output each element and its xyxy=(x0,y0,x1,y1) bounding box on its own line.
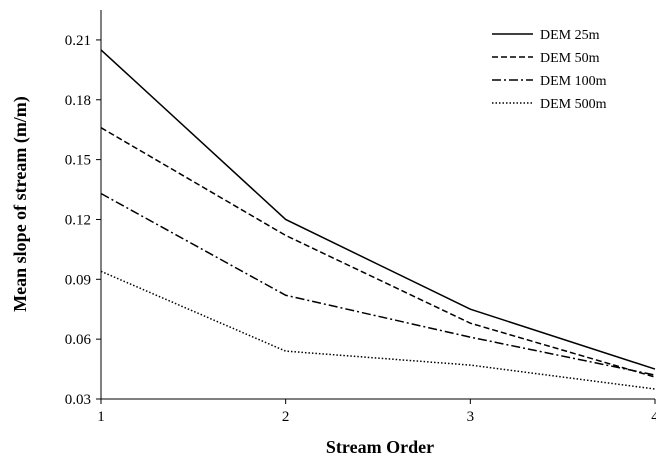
legend: DEM 25m DEM 50m DEM 100m DEM 500m xyxy=(492,28,607,112)
y-axis-title: Mean slope of stream (m/m) xyxy=(10,96,31,312)
x-tick-label: 2 xyxy=(282,409,290,425)
y-tick-label: 0.15 xyxy=(65,153,91,169)
y-tick-label: 0.18 xyxy=(65,93,91,109)
series-line-2 xyxy=(100,127,656,378)
x-axis-title: Stream Order xyxy=(326,437,434,457)
legend-label-3: DEM 100m xyxy=(540,74,607,89)
series-line-3 xyxy=(100,192,656,376)
legend-label-4: DEM 500m xyxy=(540,97,607,112)
series-layer xyxy=(100,49,656,390)
y-tick-label: 0.06 xyxy=(65,332,92,348)
series-line-1 xyxy=(100,49,656,370)
legend-label-2: DEM 50m xyxy=(540,51,600,66)
y-tick-label: 0.12 xyxy=(65,212,91,228)
x-tick-label: 4 xyxy=(651,409,656,425)
x-tick-label: 3 xyxy=(467,409,475,425)
legend-label-1: DEM 25m xyxy=(540,28,600,43)
y-tick-label: 0.09 xyxy=(65,272,91,288)
y-tick-label: 0.21 xyxy=(65,33,91,49)
y-tick-label: 0.03 xyxy=(65,392,91,408)
series-line-4 xyxy=(100,270,656,390)
x-tick-label: 1 xyxy=(97,409,105,425)
axes: 0.03 0.06 0.09 0.12 0.15 0.18 0.21 1 2 3 4 xyxy=(65,10,656,425)
